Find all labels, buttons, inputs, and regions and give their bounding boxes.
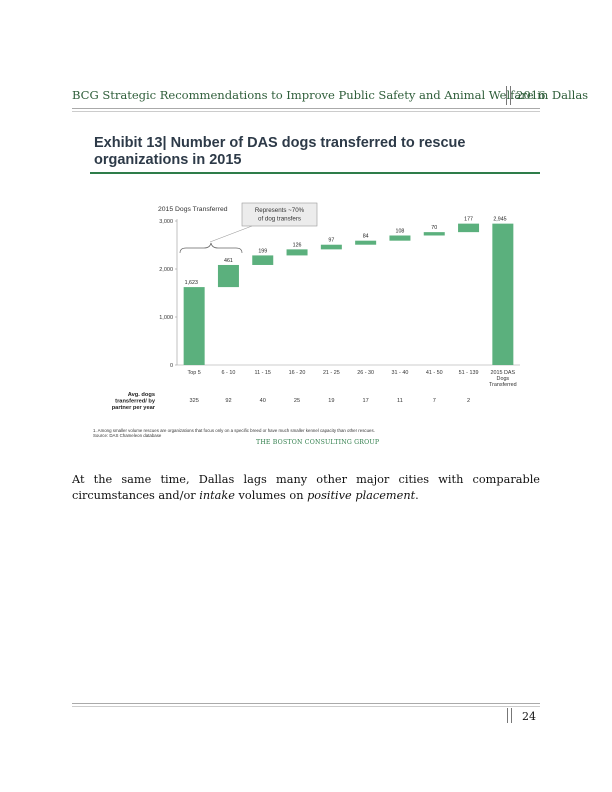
bar-value-label: 126 xyxy=(293,242,302,248)
y-tick-label: 1,000 xyxy=(159,315,173,321)
row-label: partner per year xyxy=(112,405,156,411)
exhibit-rule xyxy=(90,172,540,174)
header-year: 2016 xyxy=(516,88,546,102)
avg-value: 2 xyxy=(467,398,470,404)
x-tick-label: 2015 DAS xyxy=(491,370,516,376)
callout-pointer xyxy=(209,225,253,243)
body-emphasis-positive-placement: positive placement xyxy=(307,489,416,502)
bar-5 xyxy=(355,240,377,245)
waterfall-chart: 2015 Dogs Transferred 0 1,000 2,000 3,000 1,6… xyxy=(112,202,520,411)
header-title: BCG Strategic Recommendations to Improve… xyxy=(72,88,589,102)
callout-text: of dog transfers xyxy=(258,216,301,223)
bcg-logo: THE BOSTON CONSULTING GROUP xyxy=(256,439,380,446)
bar-1 xyxy=(217,264,239,288)
bar-0 xyxy=(183,287,205,365)
bar-value-label: 2,945 xyxy=(493,217,506,223)
x-tick-label: Dogs xyxy=(497,376,510,382)
x-tick-label: 11 - 15 xyxy=(255,370,271,376)
page-header: BCG Strategic Recommendations to Improve… xyxy=(72,86,588,106)
x-tick-label: 21 - 25 xyxy=(323,370,340,376)
avg-value: 17 xyxy=(363,398,369,404)
avg-value: 19 xyxy=(328,398,334,404)
footer-rule-secondary xyxy=(72,706,540,707)
row-label: transferred/ by xyxy=(115,399,156,405)
y-tick-label: 3,000 xyxy=(159,219,173,225)
callout-text: Represents ~70% xyxy=(255,207,305,214)
avg-value: 325 xyxy=(189,398,198,404)
body-emphasis-intake: intake xyxy=(199,489,235,502)
bar-7 xyxy=(423,232,445,236)
bar-3 xyxy=(286,249,308,256)
bar-value-label: 84 xyxy=(363,234,369,240)
body-text-prefix: At the same time, Dallas lags many other… xyxy=(72,473,540,502)
x-tick-label: Transferred xyxy=(489,382,517,388)
body-text-mid: volumes on xyxy=(234,489,308,502)
bar-value-label: 199 xyxy=(258,248,267,254)
body-text-suffix: . xyxy=(415,489,419,502)
x-tick-label: 51 - 139 xyxy=(459,370,479,376)
footer-rule xyxy=(72,703,540,704)
exhibit-title: Exhibit 13| Number of DAS dogs transferr… xyxy=(94,135,466,168)
avg-value: 25 xyxy=(294,398,300,404)
bar-9 xyxy=(492,223,514,365)
bar-value-label: 177 xyxy=(464,217,473,223)
source-text: Source: DAS Chameleon database xyxy=(93,433,162,438)
row-label: Avg. dogs xyxy=(128,392,155,398)
x-tick-label: 16 - 20 xyxy=(289,370,306,376)
avg-value: 7 xyxy=(433,398,436,404)
callout-bracket xyxy=(179,242,243,254)
x-tick-label: 31 - 40 xyxy=(392,370,409,376)
y-tick-label: 2,000 xyxy=(159,267,173,273)
body-paragraph: At the same time, Dallas lags many other… xyxy=(72,472,540,504)
bar-value-label: 97 xyxy=(328,238,334,244)
header-rule xyxy=(72,108,540,109)
footnote-text: 1. Among smaller volume rescues are orga… xyxy=(93,428,375,433)
footnote: 1. Among smaller volume rescues are orga… xyxy=(93,428,375,438)
x-tick-label: 41 - 50 xyxy=(426,370,443,376)
y-tick-label: 0 xyxy=(170,363,173,369)
bar-4 xyxy=(320,244,342,250)
bar-value-label: 1,623 xyxy=(185,280,198,286)
header-rule-secondary xyxy=(72,111,540,112)
bar-value-label: 108 xyxy=(396,228,405,234)
header-divider xyxy=(506,86,511,105)
bar-value-label: 461 xyxy=(224,258,233,264)
callout-box xyxy=(241,202,318,227)
x-tick-label: 6 - 10 xyxy=(222,370,236,376)
x-tick-label: Top 5 xyxy=(188,370,201,376)
chart-title: 2015 Dogs Transferred xyxy=(158,206,228,213)
avg-value: 11 xyxy=(397,398,403,404)
avg-value: 40 xyxy=(260,398,266,404)
x-tick-label: 26 - 30 xyxy=(357,370,374,376)
bar-2 xyxy=(252,255,274,265)
page-number: 24 xyxy=(522,710,536,723)
avg-value: 92 xyxy=(225,398,231,404)
bar-6 xyxy=(389,235,411,241)
bar-value-label: 70 xyxy=(431,225,437,231)
bar-8 xyxy=(458,223,480,233)
footer-divider xyxy=(507,708,512,723)
